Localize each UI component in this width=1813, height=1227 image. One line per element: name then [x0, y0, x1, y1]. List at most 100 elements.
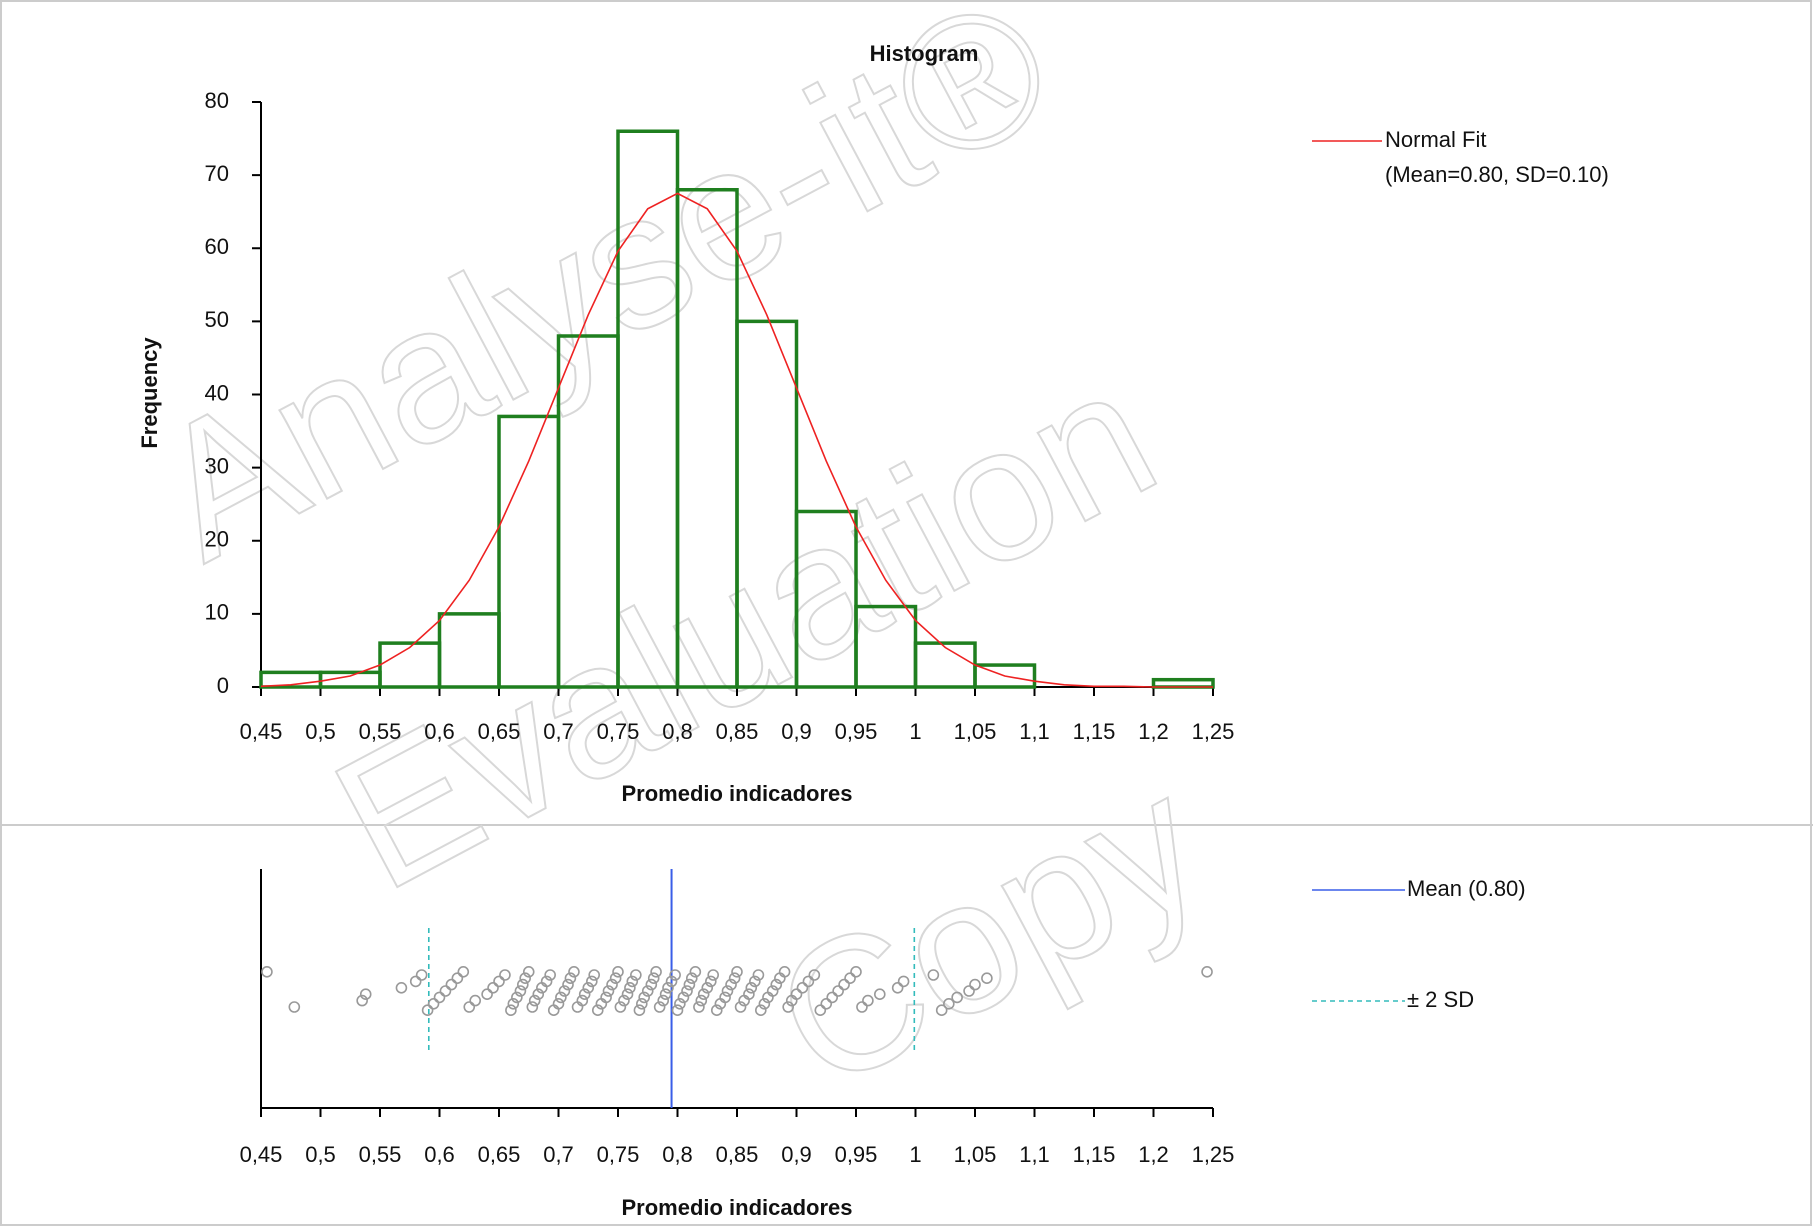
y-tick-label: 30 [205, 453, 229, 478]
dot [657, 994, 670, 1007]
dot [665, 975, 678, 988]
dot [516, 978, 529, 991]
x-tick-label: 1,2 [1138, 719, 1169, 744]
dot [832, 985, 844, 997]
dot [507, 997, 520, 1010]
x-tick-label: 0,8 [662, 719, 693, 744]
bar [973, 663, 1037, 689]
x-tick-label: 0,7 [543, 1142, 574, 1167]
dot [695, 994, 708, 1007]
dot [850, 965, 862, 978]
dot [721, 985, 734, 997]
x-tick-label: 0,7 [543, 719, 574, 744]
dot [602, 985, 615, 997]
dot [638, 991, 650, 1004]
dot [943, 997, 955, 1010]
dot [645, 978, 658, 991]
dot [749, 975, 761, 988]
x-axis-title: Promedio indicadores [621, 781, 852, 806]
x-tick-label: 0,55 [359, 1142, 402, 1167]
x-tick-label: 0,9 [781, 1142, 812, 1167]
x-tick-label: 1,15 [1073, 1142, 1116, 1167]
dot [445, 978, 458, 991]
dot [544, 969, 556, 981]
x-axis-title: Promedio indicadores [621, 1195, 852, 1220]
x-tick-label: 0,65 [478, 1142, 521, 1167]
dot [618, 994, 630, 1007]
x-tick-label: 1,05 [954, 1142, 997, 1167]
dot [844, 972, 856, 985]
dot [409, 975, 422, 988]
dot [677, 991, 690, 1004]
dot [734, 1001, 747, 1013]
dot [558, 985, 571, 997]
dot [897, 975, 910, 988]
dot [745, 981, 758, 994]
dot [433, 991, 446, 1004]
dot [528, 994, 541, 1007]
dot [674, 997, 686, 1010]
dot [701, 981, 714, 994]
y-tick-label: 0 [217, 673, 229, 698]
dot [697, 988, 710, 1001]
dot [487, 981, 499, 994]
dot [641, 985, 654, 997]
dot [499, 969, 511, 981]
x-tick-label: 0,65 [478, 719, 521, 744]
dot [671, 1004, 684, 1017]
dot [951, 991, 963, 1004]
dot [562, 978, 574, 991]
dot [669, 969, 681, 981]
dot [927, 969, 940, 981]
dot [612, 965, 624, 978]
x-tick-label: 0,8 [662, 1142, 693, 1167]
dot [505, 1004, 517, 1017]
dot [838, 978, 850, 991]
y-tick-label: 20 [205, 527, 229, 552]
dot [766, 985, 779, 997]
dot [395, 981, 408, 994]
chart-title: Histogram [870, 41, 979, 66]
dot [754, 1004, 767, 1017]
dot [856, 1001, 868, 1013]
x-tick-label: 0,5 [305, 1142, 336, 1167]
dot [588, 969, 601, 981]
dot [935, 1004, 948, 1017]
dot [552, 997, 565, 1010]
legend-label: ± 2 SD [1407, 987, 1474, 1012]
x-tick-label: 0,85 [716, 1142, 759, 1167]
bar [794, 509, 858, 689]
x-tick-label: 0,95 [835, 719, 878, 744]
dot [606, 978, 618, 991]
dot [439, 985, 452, 997]
dot [685, 972, 698, 985]
dot [415, 969, 428, 981]
x-tick-label: 0,45 [240, 1142, 283, 1167]
x-tick-label: 0,9 [781, 719, 812, 744]
dot [891, 981, 904, 994]
dot [981, 972, 993, 985]
dot [731, 965, 743, 978]
dot [802, 975, 815, 988]
normal-fit-curve [260, 192, 1213, 688]
x-tick-label: 0,75 [597, 719, 640, 744]
dot [586, 975, 598, 988]
y-tick-label: 10 [205, 600, 229, 625]
dot [511, 991, 523, 1004]
dot [630, 969, 642, 981]
dot [752, 969, 765, 981]
dot [568, 965, 580, 978]
dot [288, 1001, 301, 1013]
dot [693, 1001, 705, 1013]
dot [493, 975, 505, 988]
dot [728, 972, 741, 985]
legend-label: (Mean=0.80, SD=0.10) [1385, 162, 1609, 187]
dot [421, 1004, 434, 1017]
dot [519, 972, 531, 985]
x-tick-label: 1 [909, 1142, 921, 1167]
dot [659, 988, 672, 1001]
y-tick-label: 80 [205, 88, 229, 113]
x-tick-label: 1,25 [1192, 719, 1235, 744]
dot [689, 965, 702, 978]
